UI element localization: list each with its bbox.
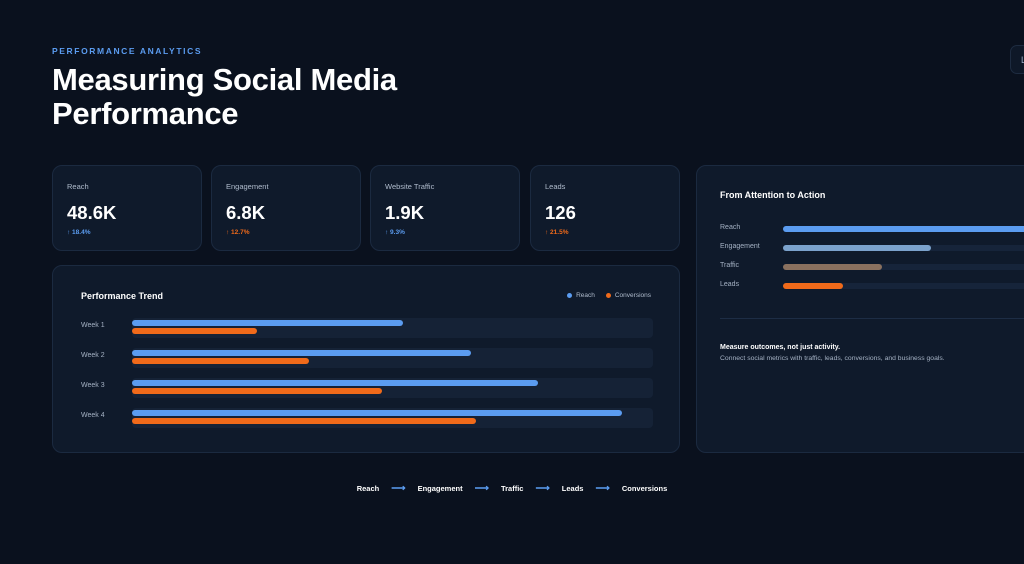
arrow-right-icon: ⟶ xyxy=(391,483,406,494)
funnel-label: Traffic xyxy=(720,262,740,269)
bar-track xyxy=(132,378,653,398)
funnel-track xyxy=(783,245,1024,251)
stat-card-leads: Leads 126 ↑ 21.5% xyxy=(530,165,680,251)
eyebrow-label: PERFORMANCE ANALYTICS xyxy=(52,46,203,56)
stat-change: ↑ 18.4% xyxy=(67,229,91,236)
funnel-track xyxy=(783,264,1024,270)
bar-conversions xyxy=(132,358,309,364)
conversion-flow: Reach ⟶ Engagement ⟶ Traffic ⟶ Leads ⟶ Conversio… xyxy=(0,483,1024,494)
flow-step: Conversions xyxy=(621,484,668,493)
stat-card-website-traffic: Website Traffic 1.9K ↑ 9.3% xyxy=(370,165,520,251)
note-heading: Measure outcomes, not just activity. xyxy=(720,344,841,351)
funnel-fill xyxy=(783,283,843,289)
arrow-right-icon: ⟶ xyxy=(474,483,489,494)
stat-value: 48.6K xyxy=(67,202,117,223)
stat-value: 126 xyxy=(545,202,576,223)
funnel-card: From Attention to Action Reach Engagement… xyxy=(696,165,1024,453)
legend-dot xyxy=(605,293,611,298)
bar-conversions xyxy=(132,328,257,334)
stat-label: Website Traffic xyxy=(385,182,435,191)
week-label: Week 2 xyxy=(81,352,105,359)
flow-step: Engagement xyxy=(417,484,463,493)
bar-reach xyxy=(132,380,538,386)
flow-step: Leads xyxy=(561,484,584,493)
chart-title: Performance Trend xyxy=(81,291,164,301)
legend-item-reach: Reach xyxy=(567,292,595,299)
funnel-fill xyxy=(783,245,931,251)
funnel-label: Reach xyxy=(720,224,741,231)
bar-track xyxy=(132,348,653,368)
stat-label: Reach xyxy=(67,182,89,191)
legend-item-conversions: Conversions xyxy=(605,292,651,299)
bar-conversions xyxy=(132,388,382,394)
flow-step: Traffic xyxy=(500,484,524,493)
funnel-track xyxy=(783,226,1024,232)
funnel-fill xyxy=(783,264,882,270)
arrow-right-icon: ⟶ xyxy=(535,483,550,494)
stat-card-reach: Reach 48.6K ↑ 18.4% xyxy=(52,165,202,251)
week-label: Week 3 xyxy=(81,382,105,389)
chart-legend: Reach Conversions xyxy=(567,292,651,299)
stat-change: ↑ 21.5% xyxy=(545,229,569,236)
stat-value: 6.8K xyxy=(226,202,266,223)
bar-reach xyxy=(132,350,471,356)
stat-label: Engagement xyxy=(226,182,269,191)
bar-reach xyxy=(132,410,622,416)
funnel-track xyxy=(783,283,1024,289)
page-title: Measuring Social Media Performance xyxy=(52,62,397,131)
stat-value: 1.9K xyxy=(385,202,425,223)
legend-label: Reach xyxy=(576,292,595,299)
bar-conversions xyxy=(132,418,476,424)
legend-dot xyxy=(567,293,573,298)
corner-button[interactable]: L xyxy=(1010,45,1024,74)
week-label: Week 1 xyxy=(81,322,105,329)
bar-reach xyxy=(132,320,403,326)
note-body: Connect social metrics with traffic, lea… xyxy=(720,355,945,362)
funnel-fill xyxy=(783,226,1024,232)
bar-track xyxy=(132,408,653,428)
divider xyxy=(720,318,1024,319)
week-label: Week 4 xyxy=(81,412,105,419)
arrow-right-icon: ⟶ xyxy=(595,483,610,494)
funnel-label: Engagement xyxy=(720,243,760,250)
stat-change: ↑ 9.3% xyxy=(385,229,405,236)
flow-step: Reach xyxy=(356,484,380,493)
performance-trend-card: Performance Trend Reach Conversions Week… xyxy=(52,265,680,453)
funnel-title: From Attention to Action xyxy=(720,190,826,200)
stat-label: Leads xyxy=(545,182,566,191)
legend-label: Conversions xyxy=(614,292,651,299)
stat-change: ↑ 12.7% xyxy=(226,229,250,236)
funnel-label: Leads xyxy=(720,281,740,288)
stat-card-engagement: Engagement 6.8K ↑ 12.7% xyxy=(211,165,361,251)
bar-track xyxy=(132,318,653,338)
